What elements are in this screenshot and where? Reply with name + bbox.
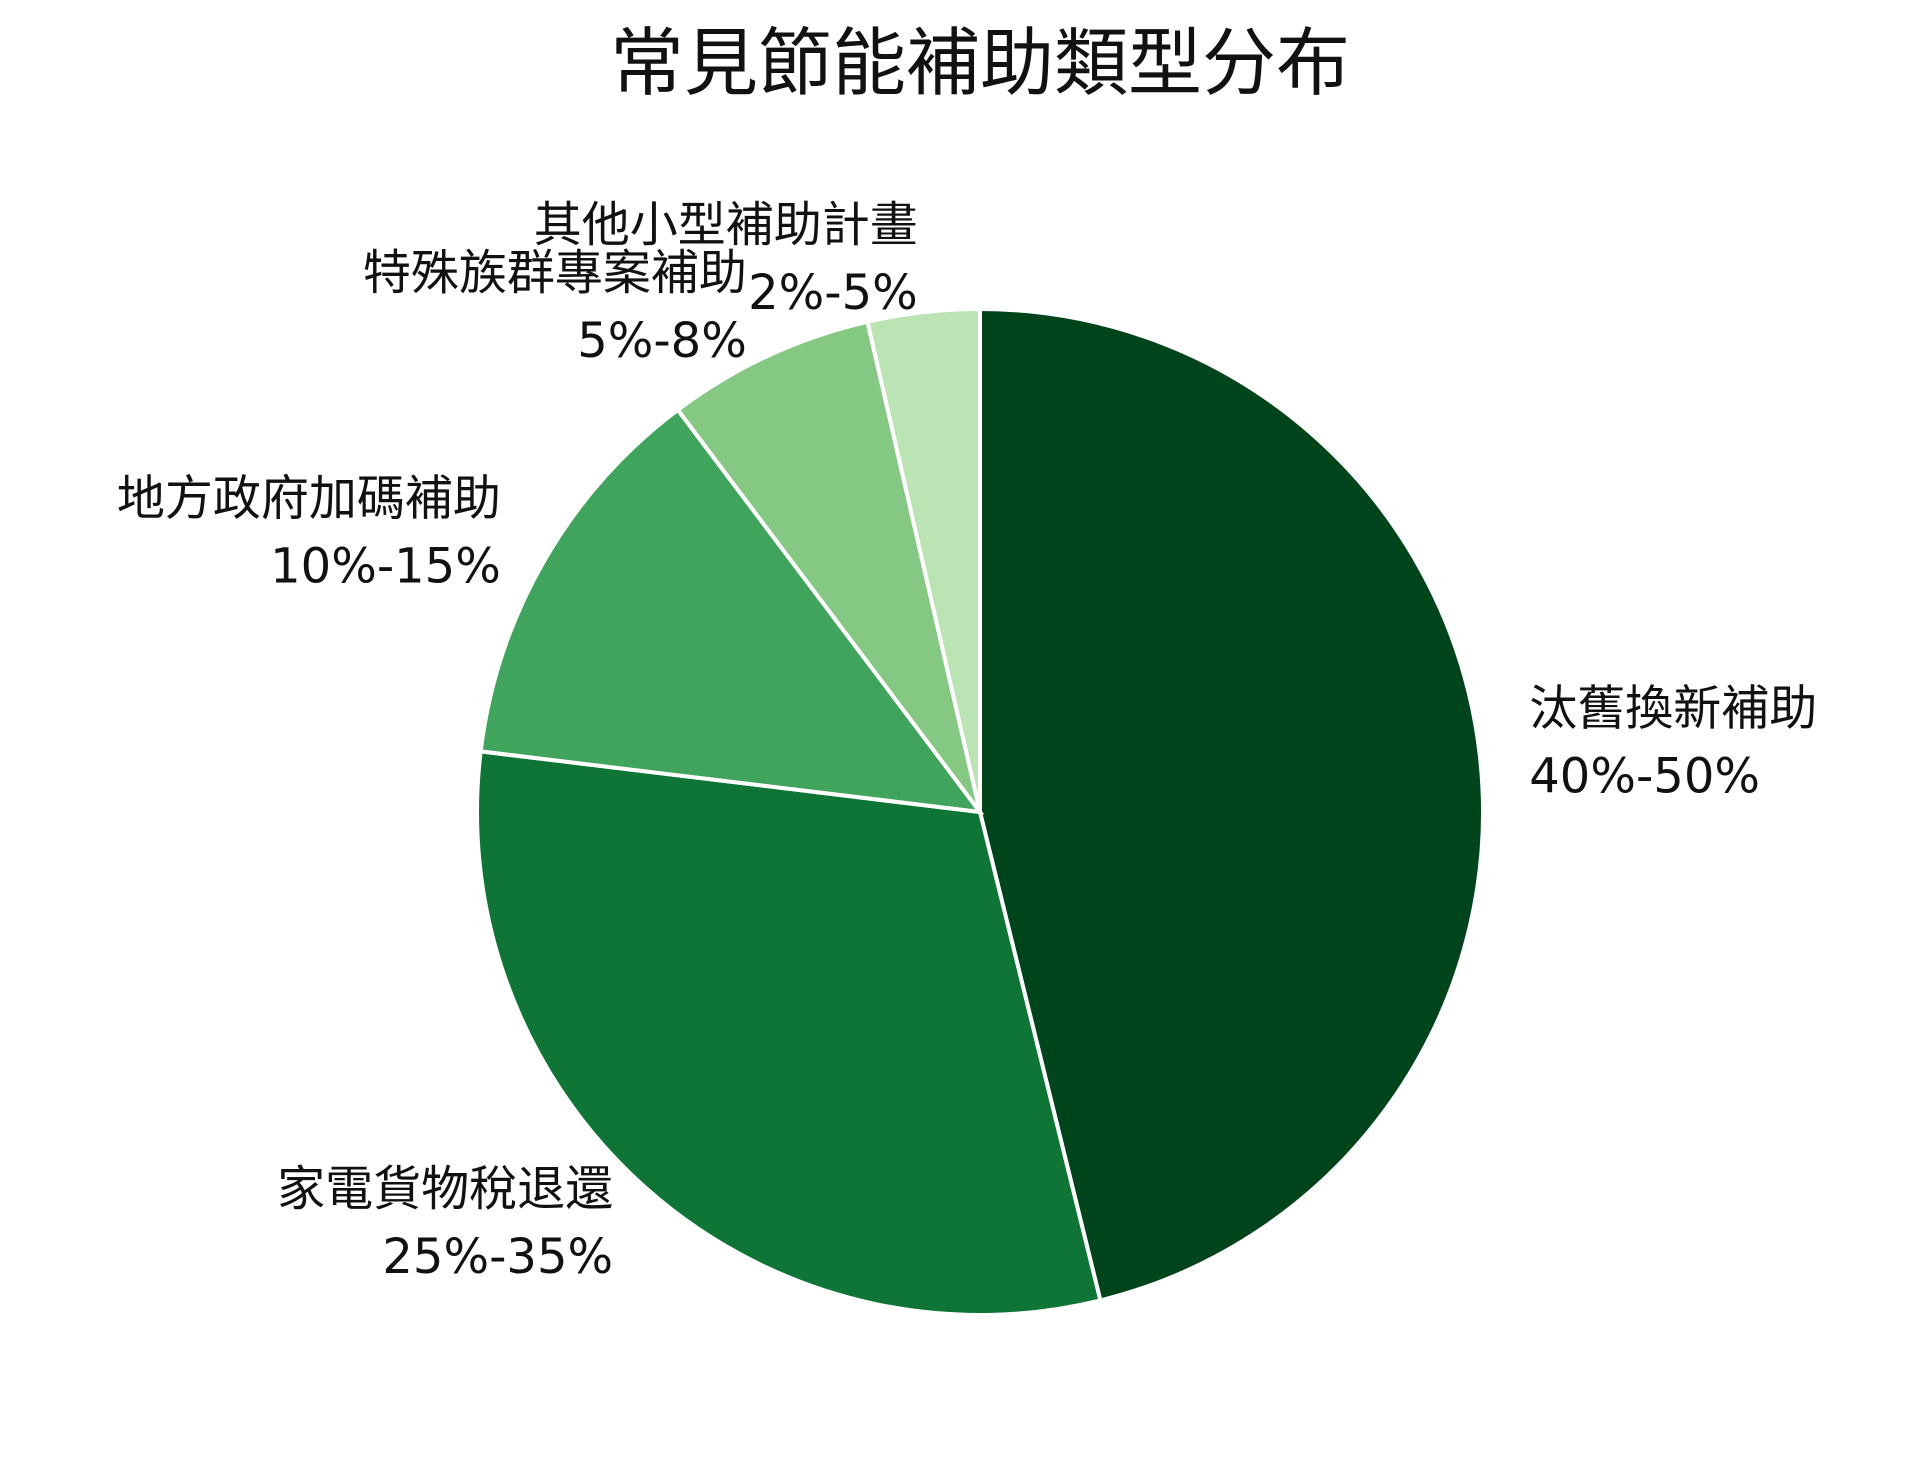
slice-value-label: 40%-50% — [1529, 748, 1760, 804]
pie-slice — [675, 319, 982, 814]
slice-label: 家電貨物稅退還 — [277, 1161, 613, 1217]
slice-value-label: 2%-5% — [748, 265, 918, 321]
pie-slice — [865, 306, 982, 813]
pie-slice — [978, 306, 1485, 1303]
slice-label: 汰舊換新補助 — [1529, 680, 1817, 736]
slice-value-label: 5%-8% — [577, 313, 747, 369]
pie-slice — [478, 407, 985, 815]
slice-value-label: 25%-35% — [382, 1229, 613, 1285]
slice-label: 地方政府加碼補助 — [117, 470, 501, 526]
chart-title: 常見節能補助類型分布 — [610, 21, 1350, 107]
slice-label: 其他小型補助計畫 — [534, 197, 918, 253]
slice-value-label: 10%-15% — [270, 538, 501, 594]
slice-label: 特殊族群專案補助 — [363, 245, 747, 301]
pie-slice — [475, 749, 1103, 1317]
